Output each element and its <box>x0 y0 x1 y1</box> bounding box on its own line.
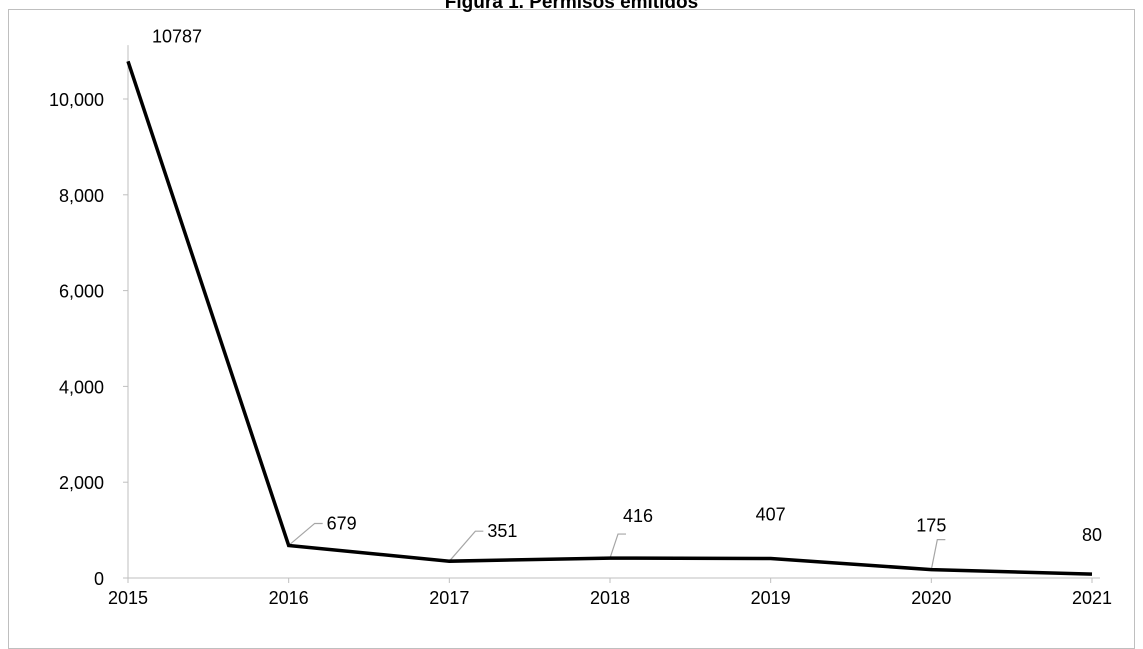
data-label-leader <box>448 530 484 562</box>
y-tick-label: 4,000 <box>59 377 104 397</box>
data-label-leader <box>930 539 946 570</box>
data-label-leader <box>609 533 626 559</box>
x-tick-label: 2020 <box>911 588 951 608</box>
x-tick-label: 2015 <box>108 588 148 608</box>
x-tick-label: 2018 <box>590 588 630 608</box>
y-tick-label: 2,000 <box>59 473 104 493</box>
data-label: 10787 <box>152 26 202 46</box>
data-label-leader <box>288 522 323 546</box>
y-tick-label: 6,000 <box>59 282 104 302</box>
y-tick-label: 0 <box>94 569 104 589</box>
data-label: 679 <box>327 513 357 533</box>
chart-title: Figura 1. Permisos emitidos <box>444 0 699 13</box>
y-tick-label: 10,000 <box>49 90 104 110</box>
x-tick-label: 2019 <box>751 588 791 608</box>
data-label: 351 <box>487 521 517 541</box>
y-tick-label: 8,000 <box>59 186 104 206</box>
line-chart: 0 2,000 4,000 6,000 8,000 10,000 2015 2016 2017… <box>49 26 1112 608</box>
x-tick-label: 2017 <box>429 588 469 608</box>
data-label: 175 <box>916 516 946 536</box>
data-label: 407 <box>756 505 786 525</box>
x-tick-label: 2021 <box>1072 588 1112 608</box>
series-line <box>126 60 1093 576</box>
data-label: 80 <box>1082 525 1102 545</box>
x-tick-label: 2016 <box>269 588 309 608</box>
data-label: 416 <box>623 506 653 526</box>
